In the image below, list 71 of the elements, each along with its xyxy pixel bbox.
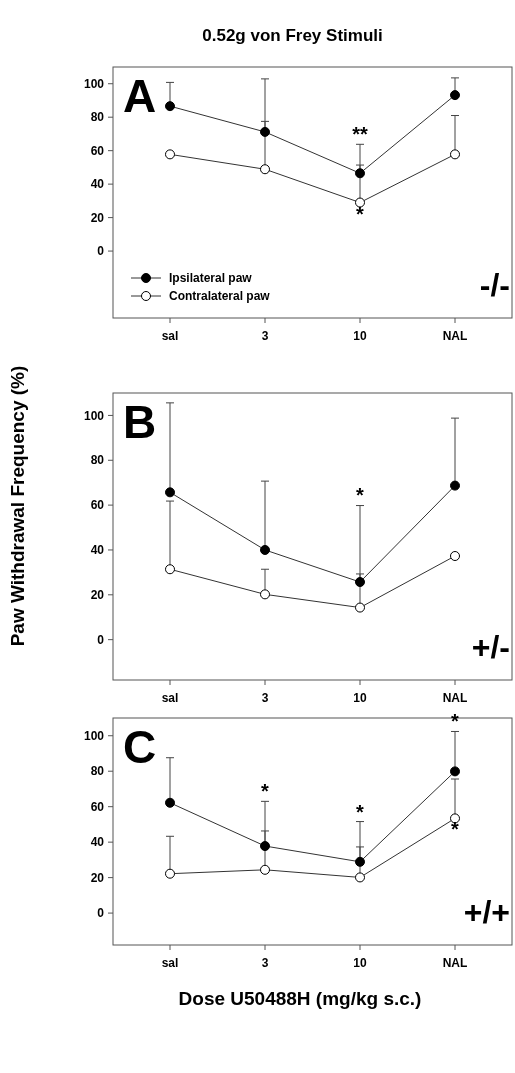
y-tick-label: 20 <box>90 588 105 602</box>
x-tick-label: 3 <box>261 329 269 343</box>
point <box>165 868 175 879</box>
x-tick-label: 3 <box>261 691 269 705</box>
x-tick-label: 10 <box>353 329 367 343</box>
point <box>450 149 460 160</box>
y-tick-label: 0 <box>97 632 105 647</box>
point <box>165 564 175 575</box>
annotation: +/+ <box>463 894 510 930</box>
point <box>355 577 365 588</box>
point <box>260 544 270 555</box>
y-tick-label: 100 <box>83 76 105 91</box>
y-tick-label: 100 <box>83 728 105 743</box>
point <box>165 797 175 808</box>
x-tick-label: sal <box>161 691 179 705</box>
point <box>450 480 460 491</box>
x-tick-label: sal <box>161 329 179 343</box>
point <box>260 126 270 137</box>
point <box>355 856 365 867</box>
y-tick-label: 80 <box>90 453 105 468</box>
point <box>260 841 270 852</box>
point <box>355 602 365 613</box>
point <box>165 487 175 498</box>
annotation: B <box>123 396 157 448</box>
annotation: C <box>123 721 157 773</box>
y-tick-label: 100 <box>83 408 105 423</box>
y-tick-label: 80 <box>90 110 105 125</box>
y-tick-label: 40 <box>90 835 105 850</box>
x-tick-label: 10 <box>353 956 367 970</box>
y-tick-label: 60 <box>90 143 105 158</box>
annotation: * <box>451 818 460 841</box>
x-tick-label: NAL <box>442 691 468 705</box>
point <box>355 168 365 179</box>
annotation: * <box>356 800 365 823</box>
y-tick-label: 20 <box>90 210 105 225</box>
y-tick-label: 80 <box>90 764 105 779</box>
point <box>450 90 460 101</box>
x-tick-label: NAL <box>442 329 468 343</box>
annotation: -/- <box>479 267 510 303</box>
y-axis-title: Paw Withdrawal Frequency (%) <box>7 365 28 647</box>
annotation: * <box>261 780 270 803</box>
legend-label: Ipsilateral paw <box>169 271 253 286</box>
y-tick-label: 40 <box>90 543 105 558</box>
point <box>260 589 270 600</box>
y-tick-label: 40 <box>90 177 105 192</box>
x-tick-label: sal <box>161 956 179 970</box>
y-tick-label: 0 <box>97 906 105 921</box>
point <box>260 164 270 175</box>
point <box>450 551 460 562</box>
point <box>450 766 460 777</box>
legend-label: Contralateral paw <box>169 289 271 304</box>
annotation: ** <box>352 122 368 145</box>
annotation: * <box>451 710 460 733</box>
annotation: * <box>356 484 365 507</box>
x-tick-label: NAL <box>442 956 468 970</box>
x-tick-label: 3 <box>261 956 269 970</box>
y-tick-label: 20 <box>90 870 105 885</box>
point <box>355 872 365 883</box>
chart-title: 0.52g von Frey Stimuli <box>202 26 383 45</box>
point <box>260 864 270 875</box>
y-tick-label: 0 <box>97 244 105 259</box>
x-tick-label: 10 <box>353 691 367 705</box>
annotation: +/- <box>471 629 510 665</box>
x-axis-title: Dose U50488H (mg/kg s.c.) <box>178 988 422 1009</box>
y-tick-label: 60 <box>90 498 105 513</box>
point <box>165 101 175 112</box>
point <box>165 149 175 160</box>
point <box>355 197 365 208</box>
annotation: * <box>356 202 365 225</box>
annotation: A <box>123 70 157 122</box>
y-tick-label: 60 <box>90 799 105 814</box>
